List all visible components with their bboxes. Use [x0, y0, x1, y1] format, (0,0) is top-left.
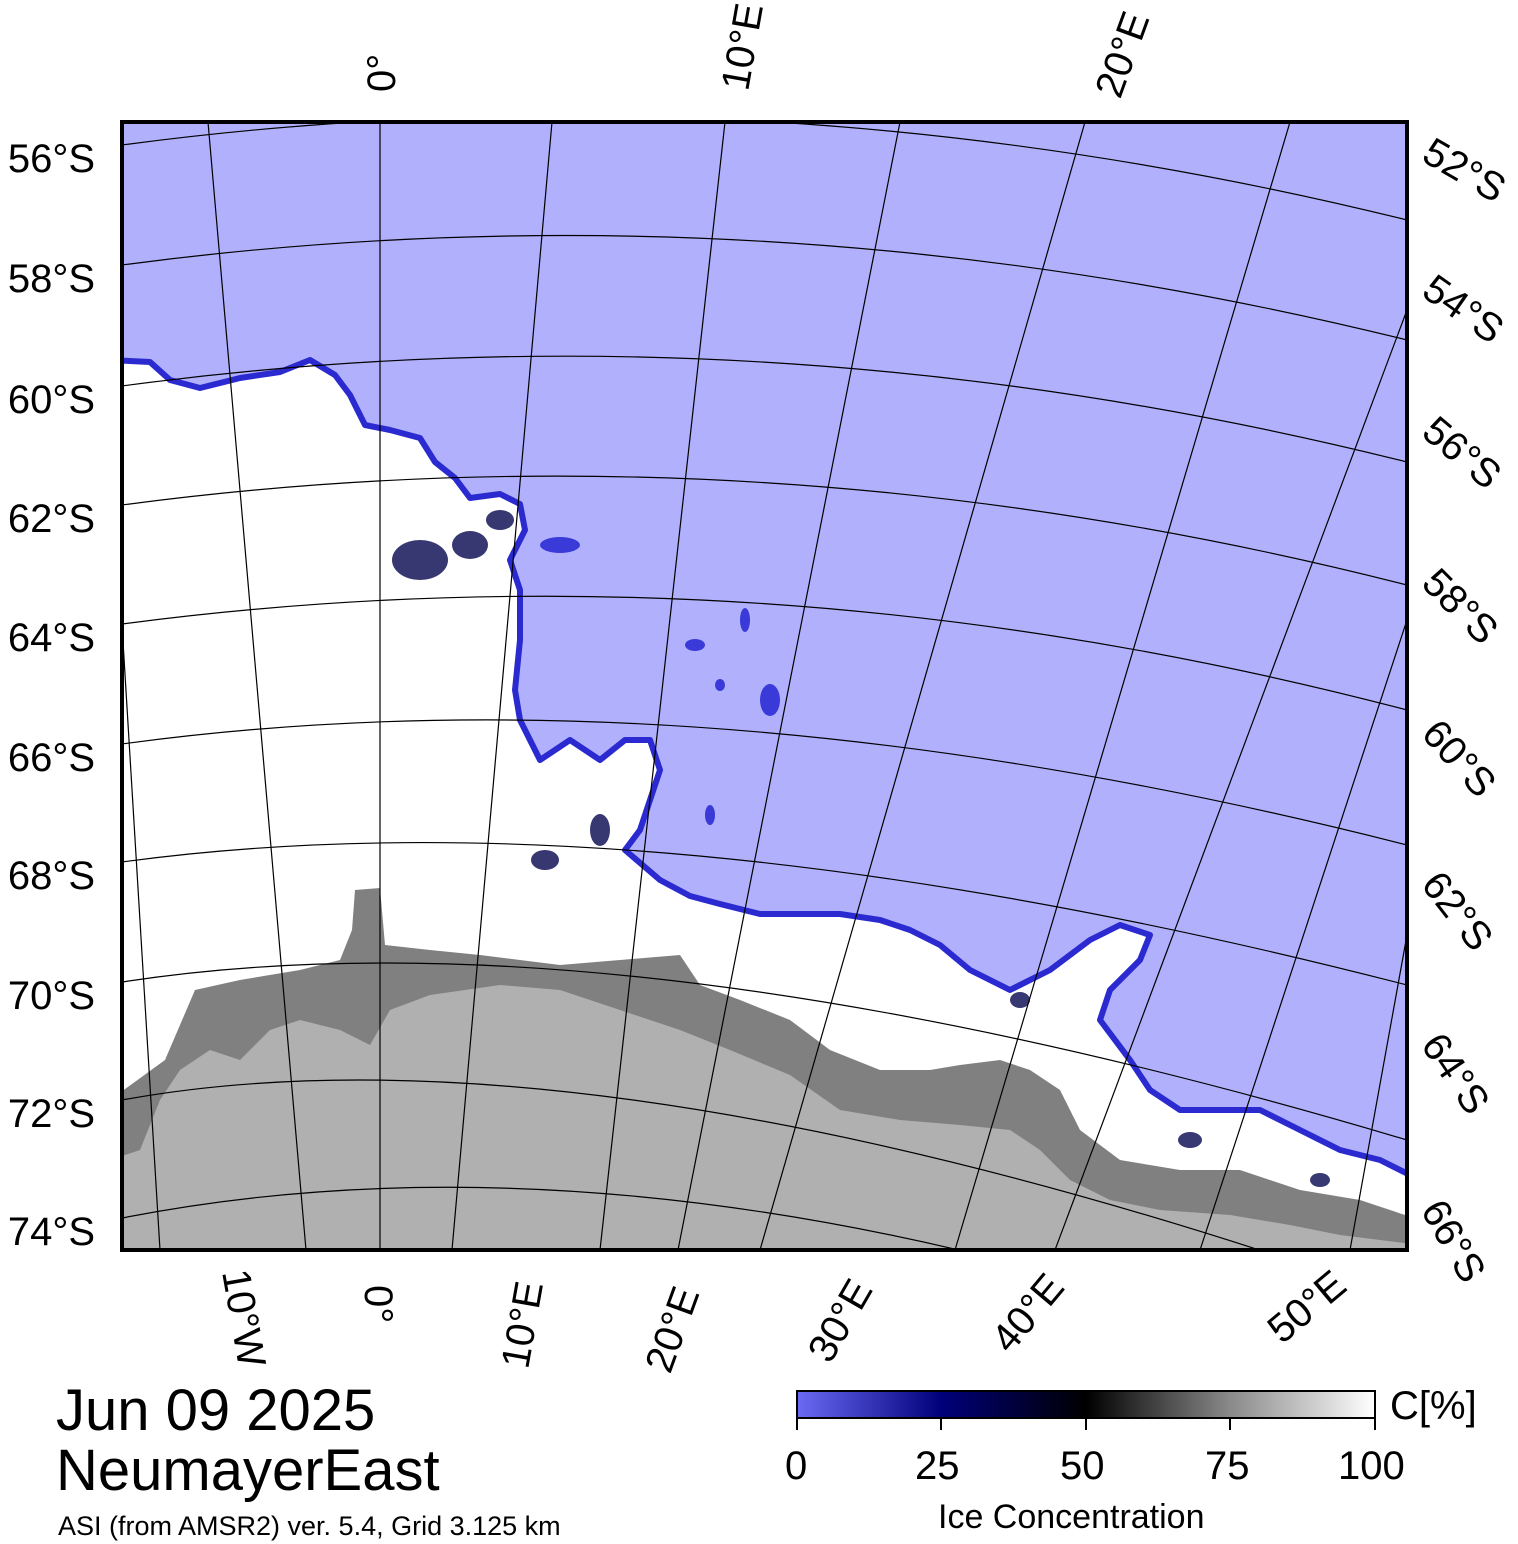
lon-label: 10°W: [213, 1266, 273, 1371]
lon-label: 10°E: [494, 1278, 552, 1371]
lon-label: 30°E: [800, 1272, 882, 1369]
antarctic-continent: [122, 985, 1407, 1250]
lon-label: 10°E: [714, 0, 772, 93]
lat-label: 74°S: [8, 1210, 95, 1254]
lat-label: 62°S: [8, 497, 95, 541]
map-date: Jun 09 2025: [56, 1378, 376, 1443]
lat-label: 62°S: [1413, 863, 1501, 959]
lon-label: 40°E: [983, 1266, 1073, 1361]
bottom-lon-labels: 10°W 0° 10°E 20°E 30°E 40°E 50°E: [213, 1262, 1354, 1378]
colorbar-title: Ice Concentration: [938, 1498, 1205, 1536]
lat-label: 70°S: [8, 974, 95, 1018]
lon-label: 20°E: [1087, 6, 1158, 103]
data-source: ASI (from AMSR2) ver. 5.4, Grid 3.125 km: [58, 1511, 561, 1541]
lat-label: 56°S: [1414, 408, 1509, 498]
right-lat-labels: 52°S 54°S 56°S 58°S 60°S 62°S 64°S 66°S: [1412, 130, 1513, 1290]
lat-label: 58°S: [8, 257, 95, 301]
lon-label: 50°E: [1260, 1262, 1355, 1352]
map-region: NeumayerEast: [56, 1438, 440, 1503]
graticule-meridians: [122, 122, 1407, 1250]
lat-label: 58°S: [1414, 560, 1507, 653]
graticule-parallels: [122, 122, 1407, 1250]
lon-label: 20°E: [637, 1281, 708, 1378]
lat-label: 52°S: [1416, 130, 1513, 212]
lat-label: 60°S: [1413, 712, 1504, 806]
colorbar: [796, 1390, 1376, 1430]
left-lat-labels: 56°S 58°S 60°S 62°S 64°S 66°S 68°S 70°S …: [8, 137, 95, 1254]
lat-label: 72°S: [8, 1092, 95, 1136]
lat-label: 56°S: [8, 137, 95, 181]
map-frame: [120, 120, 1409, 1252]
lon-label: 0°: [360, 54, 404, 92]
lon-label: 0°: [356, 1285, 400, 1323]
ice-floes: [540, 537, 780, 825]
colorbar-unit: C[%]: [1390, 1384, 1477, 1428]
colorbar-tick: 50: [1060, 1444, 1105, 1488]
colorbar-gradient: [796, 1390, 1376, 1419]
lat-label: 68°S: [8, 854, 95, 898]
lat-label: 64°S: [8, 616, 95, 660]
lat-label: 54°S: [1415, 266, 1512, 352]
colorbar-tick: 25: [915, 1444, 960, 1488]
colorbar-tick: 0: [785, 1444, 808, 1488]
lat-label: 66°S: [1412, 1193, 1494, 1290]
lat-label: 64°S: [1413, 1025, 1498, 1122]
map-area: [122, 122, 1407, 1250]
low-concentration-patches: [392, 510, 1330, 1187]
colorbar-tick: 75: [1205, 1444, 1250, 1488]
lat-label: 60°S: [8, 378, 95, 422]
lat-label: 66°S: [8, 736, 95, 780]
colorbar-tick: 100: [1338, 1444, 1405, 1488]
top-lon-labels: 0° 10°E 20°E: [360, 0, 1158, 103]
